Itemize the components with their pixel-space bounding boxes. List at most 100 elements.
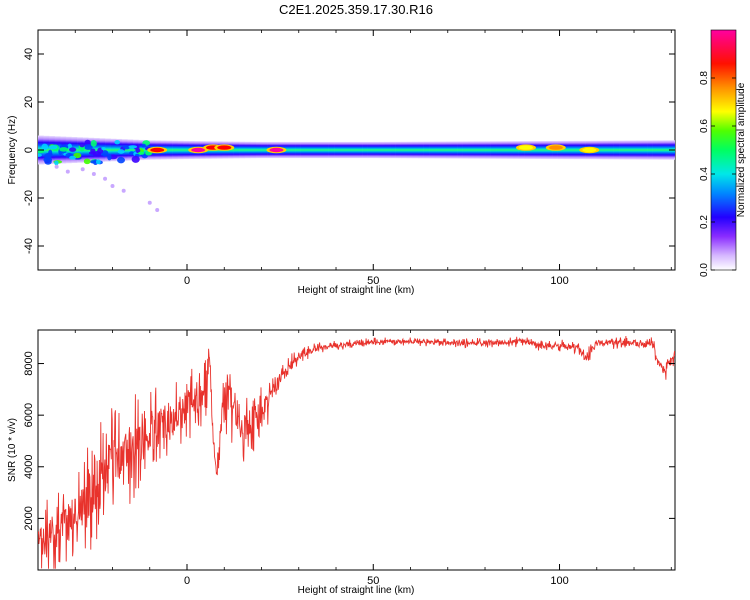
heatmap-band-segment (568, 140, 575, 160)
heatmap-band-segment (127, 139, 134, 161)
heatmap-band-segment (166, 140, 173, 160)
heatmap-band-segment (434, 141, 441, 159)
heatmap-noise-blob (114, 140, 121, 145)
heatmap-band-segment (445, 141, 452, 159)
heatmap-band-segment (423, 141, 430, 159)
colorbar-label: Normalized spectral amplitude (736, 82, 747, 217)
colorbar-tick-label-0: 0.0 (699, 263, 710, 277)
heatmap-noise-blob (41, 143, 49, 151)
heatmap-band-segment (473, 141, 480, 159)
heatmap-noise-blob (90, 139, 97, 147)
heatmap-noise-blob (129, 151, 135, 156)
heatmap-y-tick-label-3: -20 (23, 190, 35, 206)
heatmap-noise-blob (79, 142, 86, 148)
snr-y-tick-label-0: 2000 (23, 506, 35, 530)
heatmap-band-segment (367, 141, 374, 159)
heatmap-band-segment (322, 141, 329, 159)
heatmap-scatter-point-2 (110, 184, 115, 188)
heatmap-noise-blob (122, 145, 130, 150)
heatmap-band-segment (362, 141, 368, 159)
heatmap-band-segment (630, 140, 637, 160)
heatmap-band-segment (596, 140, 603, 160)
heatmap-band-segment (507, 141, 514, 159)
heatmap-x-tick-label-2: 100 (550, 275, 568, 287)
snr-y-tick-label-3: 8000 (23, 351, 35, 375)
colorbar-tick-label-2: 0.4 (699, 167, 710, 181)
snr-y-tick-label-2: 6000 (23, 403, 35, 427)
heatmap-band-segment (429, 141, 436, 159)
snr-series-line (38, 335, 675, 569)
heatmap-band-segment (574, 140, 581, 160)
heatmap-scatter-point-7 (65, 169, 70, 174)
heatmap-noise-blob (84, 139, 91, 145)
heatmap-noise-blob (128, 145, 138, 149)
snr-panel: 0 50 100 2000 4000 6000 8000 Height of straigh… (7, 329, 676, 596)
heatmap-axes: 0 50 100 40 20 0 -20 -40 (23, 30, 675, 287)
heatmap-band-segment (356, 141, 363, 159)
colorbar-tick-label-4: 0.8 (699, 71, 710, 85)
heatmap-band-segment (607, 140, 614, 160)
colorbar: 0.0 0.2 0.4 0.6 0.8 Normalized spectral ampl… (699, 29, 747, 277)
heatmap-noise-blob (54, 160, 59, 166)
heatmap-band-segment (105, 138, 111, 162)
heatmap-band-segment (635, 140, 642, 160)
heatmap-hotspot-0 (150, 147, 165, 153)
heatmap-band-segment (401, 141, 408, 159)
snr-x-tick-label-0: 0 (184, 575, 190, 587)
heatmap-band-segment (65, 136, 72, 164)
heatmap-noise-blob (101, 150, 109, 157)
snr-x-axis-label: Height of straight line (km) (298, 585, 415, 596)
heatmap-y-axis-label: Frequency (Hz) (7, 116, 18, 185)
heatmap-band-segment (289, 141, 296, 159)
heatmap-band-segment (306, 141, 313, 159)
heatmap-band-segment (328, 141, 335, 159)
heatmap-band-segment (300, 141, 307, 159)
heatmap-band-segment (233, 141, 240, 159)
heatmap-band-segment (239, 141, 246, 159)
heatmap-scatter-point-1 (91, 172, 96, 176)
heatmap-panel: 0 50 100 40 20 0 -20 -40 Height of straight lin… (7, 29, 676, 296)
heatmap-band-segment (535, 141, 542, 159)
heatmap-band-segment (462, 141, 469, 159)
heatmap-noise-blob (48, 145, 58, 150)
heatmap-scatter-point-3 (121, 188, 126, 193)
heatmap-band-segment (496, 141, 503, 159)
heatmap-band-segment (255, 141, 262, 159)
heatmap-band-segment (412, 141, 419, 159)
heatmap-band-segment (563, 140, 570, 160)
heatmap-noise-blob (131, 155, 140, 163)
heatmap-band-segment (395, 141, 402, 159)
heatmap-band-segment (602, 140, 609, 160)
heatmap-scatter-point-4 (147, 200, 152, 205)
colorbar-tick-label-3: 0.6 (699, 119, 710, 133)
colorbar-gradient (710, 29, 737, 271)
snr-x-tick-label-1: 50 (367, 575, 379, 587)
heatmap-x-tick-label-0: 0 (184, 275, 190, 287)
heatmap-band-segment (619, 140, 626, 160)
heatmap-noise-blob (69, 155, 76, 160)
heatmap-noise-blob (101, 147, 106, 151)
heatmap-band-segment (244, 141, 251, 159)
heatmap-band-segment (457, 141, 463, 159)
heatmap-noise-blob (117, 149, 125, 154)
heatmap-hotspot-3 (217, 145, 232, 150)
heatmap-band-segment (283, 141, 290, 159)
heatmap-band-segment (652, 140, 659, 160)
heatmap-noise-blob (141, 143, 146, 148)
heatmap-scatter-point-5 (155, 208, 160, 212)
heatmap-band-segment (485, 141, 491, 159)
heatmap-noise-blob (83, 158, 91, 165)
snr-content (38, 335, 675, 569)
snr-y-tick-label-1: 4000 (23, 455, 35, 479)
heatmap-noise-blob (95, 159, 101, 165)
heatmap-band-segment (172, 140, 178, 160)
heatmap-band-segment (451, 141, 458, 159)
heatmap-noise-blob (84, 144, 93, 150)
figure-title: C2E1.2025.359.17.30.R16 (279, 2, 433, 17)
heatmap-band-segment (641, 140, 648, 160)
heatmap-band-segment (93, 137, 100, 163)
heatmap-band-segment (378, 141, 385, 159)
heatmap-band-segment (663, 140, 670, 160)
heatmap-band-segment (183, 140, 190, 160)
heatmap-band-segment (417, 141, 424, 159)
